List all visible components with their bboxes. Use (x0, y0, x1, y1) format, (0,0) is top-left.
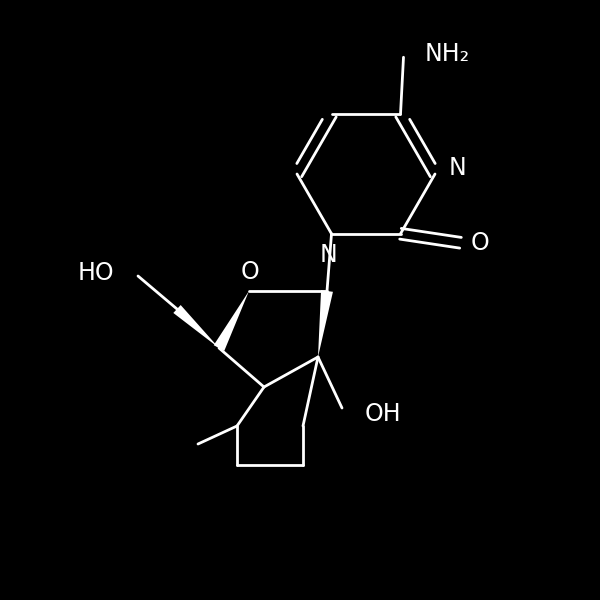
Text: O: O (241, 260, 260, 284)
Polygon shape (318, 290, 333, 357)
Polygon shape (173, 305, 219, 348)
Text: NH₂: NH₂ (424, 42, 470, 66)
Text: N: N (320, 243, 337, 267)
Text: HO: HO (77, 261, 114, 285)
Text: O: O (470, 231, 489, 255)
Text: N: N (449, 156, 467, 180)
Text: OH: OH (365, 402, 401, 426)
Polygon shape (214, 291, 249, 351)
